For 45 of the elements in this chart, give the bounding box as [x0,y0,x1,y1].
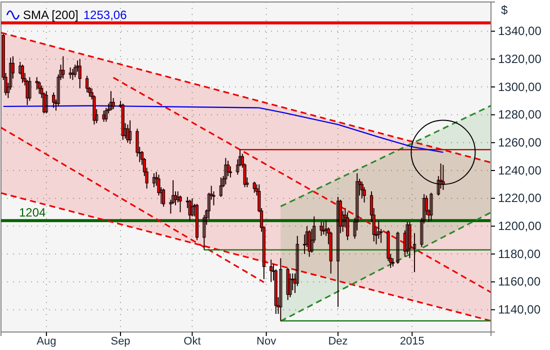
candlestick [35,76,38,90]
candlestick [52,92,56,108]
line-series [2,105,444,153]
candlestick [219,176,222,198]
x-tick-label: Okt [184,336,201,348]
candlestick [270,259,273,282]
candlestick [62,56,65,80]
candlestick [162,188,166,208]
candlestick [109,90,112,112]
candlestick [28,76,32,102]
x-tick-label: Aug [36,336,56,348]
y-tick-label: 1260,00 [498,135,542,150]
y-tick-label: 1300,00 [498,80,542,94]
x-tick-label: Dez [328,336,348,348]
candlestick [20,64,24,84]
candlestick [78,58,82,89]
candlestick [74,64,77,78]
candlestick [320,222,323,236]
y-tick-label: 1160,00 [498,274,541,289]
candlestick [104,107,108,122]
candlestick [360,181,364,199]
y-tick-label: 1320,00 [498,52,542,66]
candlestick [252,181,256,194]
y-tick-label: 1140,00 [498,302,541,317]
candlestick [224,157,228,185]
candlestick [128,120,132,145]
x-tick-label: 2015 [400,336,424,348]
ref-line-label: 1204 [19,206,46,220]
y-tick-label: 1220,00 [498,191,542,206]
candlestick [406,222,409,255]
y-tick-label: 1200,00 [498,219,542,234]
x-tick-label: Nov [256,336,277,348]
candlestick [178,195,182,213]
x-tick-label: Sep [110,336,130,348]
y-tick-label: 1340,00 [498,24,542,38]
candlestick [38,80,41,94]
y-tick-label: 1280,00 [498,108,542,122]
candlestick [44,90,48,114]
legend-label: SMA [200] [23,8,78,22]
y-tick-label: 1180,00 [498,246,541,261]
candlestick [86,75,89,94]
annotation: 1253,06 [83,8,128,22]
y-axis-title: $ [501,3,508,17]
candlestick [71,68,74,80]
y-tick-label: 1240,00 [498,163,542,178]
